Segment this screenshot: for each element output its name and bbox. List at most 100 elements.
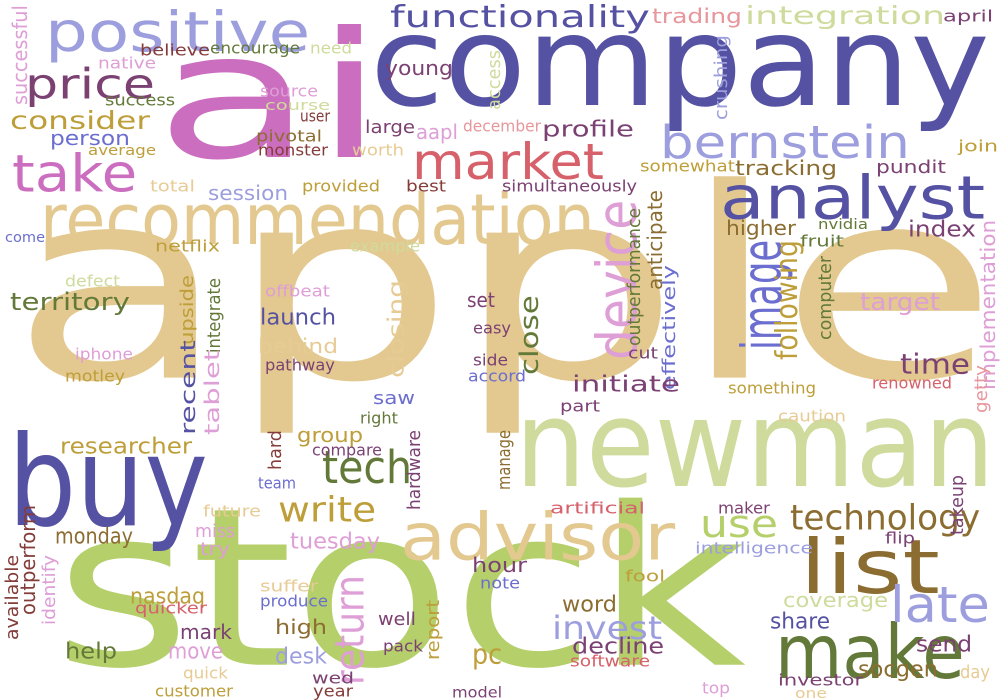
word-successful: successful bbox=[8, 5, 32, 106]
word-nvidia: nvidia bbox=[818, 215, 868, 233]
word-socgen: socgen bbox=[858, 656, 938, 682]
word-hard: hard bbox=[264, 430, 286, 470]
word-hour: hour bbox=[472, 553, 528, 577]
word-course: course bbox=[265, 96, 331, 114]
word-simultaneously: simultaneously bbox=[502, 176, 638, 196]
word-higher: higher bbox=[726, 216, 796, 240]
word-integration: integration bbox=[745, 0, 946, 30]
word-closing: closing bbox=[383, 280, 409, 378]
word-buy: buy bbox=[8, 408, 209, 555]
word-access: access bbox=[483, 50, 505, 110]
word-native: native bbox=[98, 53, 157, 73]
word-motley: motley bbox=[65, 366, 126, 386]
word-user: user bbox=[300, 106, 331, 126]
word-worth: worth bbox=[352, 140, 404, 160]
word-move: move bbox=[168, 638, 224, 664]
word-side: side bbox=[473, 350, 508, 370]
word-try: try bbox=[200, 538, 230, 560]
word-example: example bbox=[350, 236, 421, 256]
word-quicker: quicker bbox=[135, 598, 207, 618]
word-pc: pc bbox=[472, 637, 503, 671]
word-day: day bbox=[960, 661, 990, 683]
word-aapl: aapl bbox=[416, 120, 458, 144]
word-flip: flip bbox=[885, 528, 916, 548]
word-team: team bbox=[258, 473, 297, 493]
word-december: december bbox=[463, 116, 542, 136]
word-send: send bbox=[916, 631, 973, 657]
word-word: word bbox=[562, 591, 617, 617]
word-group: group bbox=[297, 423, 364, 447]
word-provided: provided bbox=[302, 176, 381, 196]
word-following: following bbox=[769, 240, 805, 360]
word-intelligence: intelligence bbox=[695, 538, 814, 558]
word-young: young bbox=[385, 56, 453, 80]
word-close: close bbox=[513, 295, 545, 375]
word-manage: manage bbox=[493, 429, 515, 490]
word-territory: territory bbox=[10, 287, 130, 316]
word-average: average bbox=[88, 141, 157, 159]
word-pack: pack bbox=[383, 636, 423, 656]
word-high: high bbox=[275, 615, 328, 639]
word-top: top bbox=[702, 678, 730, 698]
word-software: software bbox=[570, 651, 651, 671]
word-somewhat: somewhat bbox=[640, 156, 735, 176]
word-part: part bbox=[560, 396, 601, 416]
word-mark: mark bbox=[180, 620, 232, 644]
word-stock: stock bbox=[55, 460, 747, 700]
word-produce: produce bbox=[260, 591, 328, 611]
word-miss: miss bbox=[195, 520, 236, 542]
word-one: one bbox=[795, 684, 828, 700]
word-come: come bbox=[5, 228, 46, 246]
word-caution: caution bbox=[778, 406, 847, 426]
word-maker: maker bbox=[718, 498, 770, 518]
word-monster: monster bbox=[258, 140, 328, 160]
word-researcher: researcher bbox=[60, 433, 193, 459]
word-nasdaq: nasdaq bbox=[130, 583, 205, 609]
word-identify: identify bbox=[38, 555, 60, 625]
word-index: index bbox=[908, 216, 976, 242]
word-suffer: suffer bbox=[260, 576, 319, 596]
word-trading: trading bbox=[652, 4, 742, 28]
word-pathway: pathway bbox=[265, 355, 335, 375]
word-right: right bbox=[360, 408, 398, 428]
word-best: best bbox=[406, 176, 447, 196]
word-saw: saw bbox=[373, 387, 416, 409]
word-market: market bbox=[412, 132, 604, 191]
word-tuesday: tuesday bbox=[290, 528, 381, 554]
word-person: person bbox=[50, 126, 130, 150]
word-profile: profile bbox=[542, 116, 634, 142]
word-offbeat: offbeat bbox=[265, 281, 330, 301]
word-easy: easy bbox=[473, 318, 512, 338]
word-fruit: fruit bbox=[800, 231, 844, 251]
word-note: note bbox=[480, 573, 521, 593]
word-newman: newman bbox=[515, 374, 995, 515]
word-upside: upside bbox=[176, 275, 198, 345]
word-bernstein: bernstein bbox=[660, 115, 910, 169]
word-tablet: tablet bbox=[200, 349, 224, 435]
word-defect: defect bbox=[65, 271, 120, 291]
word-getty: getty bbox=[970, 365, 992, 413]
word-pivotal: pivotal bbox=[256, 126, 322, 146]
word-analyst: analyst bbox=[720, 162, 986, 233]
word-believe: believe bbox=[140, 40, 210, 60]
word-renowned: renowned bbox=[872, 373, 953, 393]
word-take: take bbox=[12, 143, 138, 205]
word-late: late bbox=[890, 575, 990, 634]
word-target: target bbox=[860, 287, 941, 316]
word-accord: accord bbox=[468, 366, 527, 386]
word-future: future bbox=[203, 501, 261, 521]
word-april: april bbox=[943, 6, 994, 26]
word-hardware: hardware bbox=[403, 430, 425, 510]
word-company: company bbox=[370, 0, 990, 135]
word-compare: compare bbox=[312, 440, 382, 460]
word-monday: monday bbox=[55, 523, 133, 549]
word-model: model bbox=[452, 683, 503, 700]
word-artificial: artificial bbox=[550, 498, 646, 518]
word-wed: wed bbox=[312, 668, 354, 688]
word-iphone: iphone bbox=[75, 344, 133, 364]
word-consider: consider bbox=[10, 105, 150, 135]
word-make: make bbox=[775, 608, 965, 696]
word-apple: apple bbox=[10, 131, 999, 442]
word-crushing: crushing bbox=[710, 35, 732, 120]
word-tracking: tracking bbox=[735, 156, 838, 180]
